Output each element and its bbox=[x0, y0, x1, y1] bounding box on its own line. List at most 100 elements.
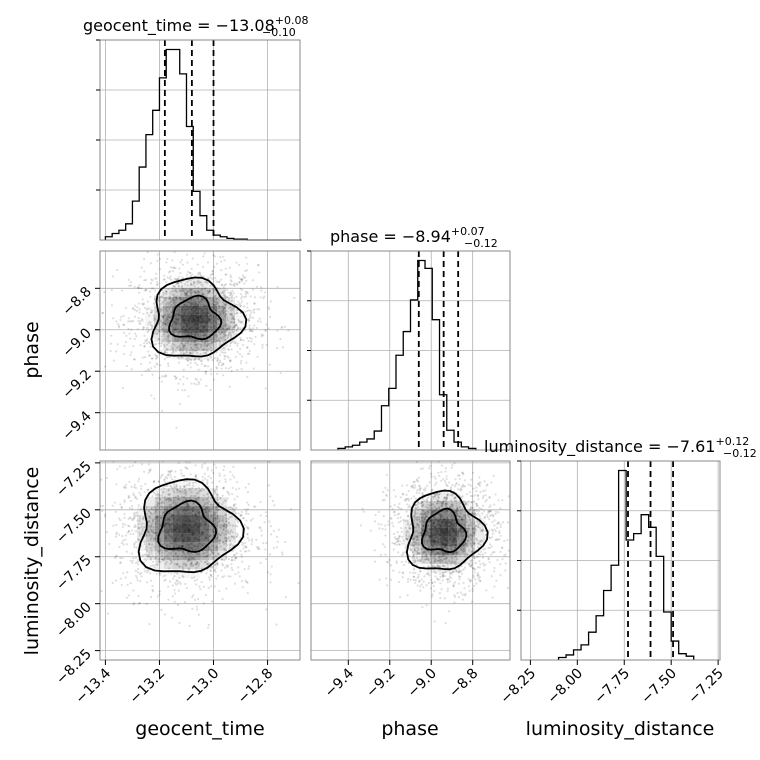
sample-point bbox=[424, 551, 427, 554]
sample-point bbox=[122, 572, 125, 575]
sample-point bbox=[440, 464, 443, 467]
sample-point bbox=[451, 505, 454, 508]
sample-point bbox=[203, 344, 206, 348]
sample-point bbox=[468, 562, 471, 565]
sample-point bbox=[210, 503, 213, 506]
sample-point bbox=[162, 487, 165, 490]
sample-point bbox=[124, 576, 127, 579]
sample-point bbox=[186, 291, 189, 294]
sample-point bbox=[170, 325, 173, 328]
sample-point bbox=[194, 358, 197, 361]
sample-point bbox=[476, 504, 479, 507]
sample-point bbox=[201, 544, 205, 548]
sample-point bbox=[198, 336, 201, 339]
sample-point bbox=[192, 281, 196, 284]
sample-point bbox=[156, 560, 159, 563]
sample-point bbox=[270, 533, 273, 536]
sample-point bbox=[174, 377, 177, 381]
sample-point bbox=[402, 572, 405, 575]
sample-point bbox=[470, 537, 473, 540]
sample-point bbox=[222, 327, 225, 330]
sample-point bbox=[415, 491, 418, 494]
sample-point bbox=[158, 307, 161, 311]
sample-point bbox=[223, 259, 226, 262]
sample-point bbox=[424, 489, 427, 492]
sample-point bbox=[229, 274, 232, 277]
sample-point bbox=[497, 511, 500, 514]
sample-point bbox=[204, 343, 207, 346]
sample-point bbox=[219, 313, 222, 316]
sample-point bbox=[264, 328, 267, 332]
sample-point bbox=[481, 512, 484, 515]
sample-point bbox=[149, 557, 152, 560]
sample-point bbox=[148, 520, 151, 523]
sample-point bbox=[476, 520, 479, 523]
sample-point bbox=[230, 348, 233, 351]
sample-point bbox=[237, 326, 240, 330]
sample-point bbox=[467, 514, 470, 517]
sample-point bbox=[128, 284, 131, 287]
sample-point bbox=[246, 533, 249, 536]
sample-point bbox=[151, 520, 154, 523]
sample-point bbox=[186, 253, 189, 256]
sample-point bbox=[152, 319, 156, 322]
sample-point bbox=[443, 496, 446, 500]
sample-point bbox=[243, 541, 247, 545]
sample-point bbox=[401, 576, 404, 579]
sample-point bbox=[208, 510, 211, 513]
sample-point bbox=[438, 474, 441, 477]
sample-point bbox=[171, 488, 175, 491]
sample-point bbox=[194, 563, 198, 566]
sample-point bbox=[202, 333, 205, 337]
sample-point bbox=[477, 494, 480, 497]
sample-point bbox=[193, 280, 196, 284]
sample-point bbox=[143, 470, 146, 473]
density-cell bbox=[145, 551, 155, 561]
sample-point bbox=[188, 291, 191, 294]
sample-point bbox=[393, 542, 396, 545]
sample-point bbox=[415, 538, 419, 541]
sample-point bbox=[142, 302, 146, 305]
sample-point bbox=[189, 351, 192, 354]
sample-point bbox=[474, 528, 477, 531]
sample-point bbox=[140, 532, 143, 536]
sample-point bbox=[459, 528, 462, 531]
sample-point bbox=[212, 298, 215, 301]
sample-point bbox=[423, 575, 426, 578]
sample-point bbox=[112, 524, 115, 527]
sample-point bbox=[168, 512, 171, 515]
scatter-geocent_time-phase bbox=[100, 251, 296, 429]
sample-point bbox=[280, 326, 283, 329]
sample-point bbox=[142, 516, 145, 519]
sample-point bbox=[396, 539, 399, 542]
sample-point bbox=[175, 312, 178, 315]
sample-point bbox=[145, 533, 148, 536]
sample-point bbox=[452, 585, 455, 588]
sample-point bbox=[225, 513, 228, 516]
sample-point bbox=[225, 564, 228, 567]
sample-point bbox=[231, 524, 234, 527]
sample-point bbox=[213, 289, 216, 292]
sample-point bbox=[240, 297, 243, 300]
sample-point bbox=[215, 309, 219, 312]
sample-point bbox=[134, 556, 138, 559]
sample-point bbox=[390, 578, 393, 581]
sample-point bbox=[425, 515, 428, 519]
sample-point bbox=[222, 291, 225, 294]
sample-point bbox=[220, 278, 223, 281]
sample-point bbox=[220, 291, 223, 295]
sample-point bbox=[163, 358, 166, 361]
sample-point bbox=[169, 301, 172, 304]
sample-point bbox=[225, 338, 228, 341]
density-cell bbox=[172, 533, 182, 543]
sample-point bbox=[403, 455, 405, 457]
sample-point bbox=[169, 499, 173, 502]
sample-point bbox=[275, 347, 279, 350]
sample-point bbox=[227, 291, 230, 294]
sample-point bbox=[190, 292, 193, 295]
sample-point bbox=[231, 544, 235, 547]
sample-point bbox=[381, 527, 384, 531]
sample-point bbox=[409, 543, 412, 546]
sample-point bbox=[223, 548, 226, 551]
sample-point bbox=[467, 536, 470, 539]
